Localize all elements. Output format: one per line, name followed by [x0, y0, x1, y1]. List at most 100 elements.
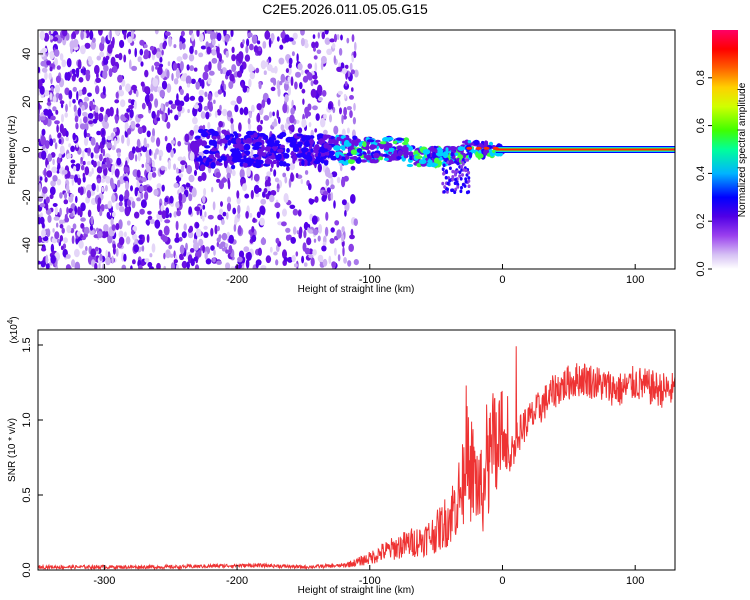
spectrogram-cell: [253, 162, 257, 167]
spectrogram-cell: [312, 74, 318, 80]
spectrogram-cell: [243, 246, 250, 253]
spectrogram-cell: [239, 107, 244, 115]
spectrogram-cell: [301, 88, 306, 94]
spectrogram-cell: [77, 187, 81, 194]
spectrogram-cell: [237, 256, 243, 263]
spectrogram-cell: [324, 37, 331, 45]
snr-y-tick-label: 0.5: [21, 487, 33, 502]
spectrogram-cell: [204, 251, 208, 260]
spectrogram-cell: [181, 164, 185, 173]
spectrogram-cell: [392, 140, 398, 144]
spectrogram-cell: [313, 160, 321, 165]
spectrogram-cell: [59, 123, 64, 134]
spectrogram-cell: [300, 69, 304, 76]
spectrogram-cell: [238, 143, 244, 151]
spectrogram-cell: [151, 172, 157, 178]
spectrogram-cell: [213, 249, 216, 256]
colorbar-gradient: [712, 30, 738, 269]
spectrogram-cell: [149, 253, 153, 258]
spectrogram-cell: [96, 227, 99, 232]
spectrogram-cell: [218, 180, 225, 190]
spectrogram-cell: [214, 224, 218, 235]
spectrogram-cell: [203, 188, 207, 196]
spectrogram-cell: [351, 55, 355, 63]
spectrogram-cell: [270, 86, 276, 92]
spectrogram-cell: [242, 39, 245, 45]
spectrogram-cell: [56, 156, 61, 166]
spectrogram-cell: [135, 90, 139, 98]
spectrogram-cell: [99, 209, 103, 217]
spectrogram-cell: [310, 88, 317, 98]
spectrogram-cell: [255, 159, 259, 166]
spectrogram-cell: [236, 190, 240, 199]
spectrogram-cell: [140, 81, 145, 87]
snr-frame: [37, 329, 676, 571]
spectrogram-cell: [109, 30, 112, 40]
spectrogram-cell: [236, 70, 243, 78]
spectrogram-cell: [52, 36, 59, 42]
spectrogram-cell: [114, 168, 120, 178]
spectrogram-cell: [128, 48, 132, 55]
spectrogram-cell: [454, 160, 458, 164]
spectrogram-cell: [475, 146, 482, 150]
spectrogram-cell: [154, 98, 159, 108]
spectrogram-cell: [192, 238, 198, 245]
spectrogram-cell: [251, 234, 257, 242]
spectrogram-cell: [83, 137, 89, 146]
spectrogram-cell: [430, 145, 435, 151]
spectrogram-cell: [43, 167, 47, 178]
colorbar-tick-label: 0.4: [695, 166, 707, 181]
spectrogram-cell: [313, 238, 317, 243]
snr-x-tick-label: -300: [93, 575, 115, 587]
spectrogram-cell: [383, 147, 390, 151]
spectrogram-cell: [192, 116, 198, 125]
spectrogram-cell: [270, 190, 277, 196]
spectrogram-cell: [39, 85, 45, 95]
spectrogram-cell: [82, 160, 86, 166]
spectrogram-cell: [86, 161, 92, 166]
spectrogram-cell: [349, 156, 358, 160]
spectrogram-cell: [126, 199, 132, 207]
spectrogram-cell: [221, 219, 225, 225]
spectrogram-cell: [483, 146, 490, 150]
spectrogram-cell: [401, 141, 409, 146]
spectrogram-cell: [129, 59, 132, 70]
spectrogram-cell: [81, 150, 85, 160]
spectrogram-cell: [249, 43, 254, 51]
spectrogram-cell: [443, 185, 447, 189]
spectrogram-cell: [322, 241, 327, 247]
spectrogram-cell: [94, 111, 99, 121]
spectrogram-cell: [224, 34, 230, 43]
spectrogram-cell: [61, 227, 65, 234]
spectrogram-cell: [185, 242, 188, 251]
spectrogram-cell: [447, 176, 451, 180]
spectrogram-cell: [278, 160, 284, 167]
spectrogram-cell: [354, 41, 357, 52]
spectrogram-cell: [120, 99, 126, 108]
spectrogram-cell: [338, 160, 345, 164]
spectrogram-cell: [253, 132, 258, 138]
spectrogram-cell: [74, 30, 80, 35]
spectrogram-cell: [218, 120, 224, 128]
spectrogram-cell: [310, 148, 314, 153]
spectrogram-cell: [181, 73, 187, 82]
spectrogram-cell: [445, 190, 449, 194]
spectrogram-cell: [110, 56, 116, 67]
spectrogram-cell: [288, 125, 294, 131]
spectrogram-cell: [198, 52, 204, 58]
spectrogram-x-tick-label: -200: [226, 274, 248, 286]
spectrogram-cell: [326, 187, 331, 194]
spectrogram-cell: [242, 183, 247, 192]
spectrogram-cell: [273, 146, 277, 152]
spectrogram-cell: [61, 113, 64, 123]
spectrogram-cell: [94, 262, 98, 269]
spectrogram-cell: [53, 216, 60, 221]
spectrogram-cell: [341, 114, 344, 125]
spectrogram-cell: [297, 62, 303, 71]
spectrogram-cell: [330, 176, 334, 186]
spectrogram-cell: [247, 32, 253, 38]
spectrogram-cell: [131, 229, 135, 236]
spectrogram-cell: [176, 209, 182, 217]
spectrogram-cell: [314, 41, 319, 49]
spectrogram-cell: [87, 92, 92, 97]
